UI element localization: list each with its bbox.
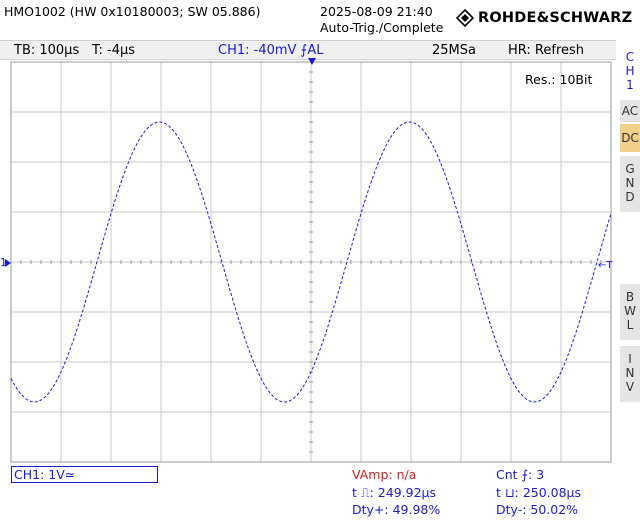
trigger-position[interactable]: T: -4µs xyxy=(92,43,136,58)
status-bar: TB: 100µs T: -4µs CH1: -40mV ⨍AL 25MSa H… xyxy=(0,40,616,60)
timebase-setting[interactable]: TB: 100µs xyxy=(14,43,80,58)
duty-neg-measurement: Dty-: 50.02% xyxy=(496,502,579,517)
trigger-position-marker-icon[interactable] xyxy=(308,58,316,65)
channel-trigger-setting[interactable]: CH1: -40mV ⨍AL xyxy=(218,43,324,58)
brand-name: ROHDE&SCHWARZ xyxy=(478,10,633,26)
ch1-ground-marker[interactable]: 1 xyxy=(0,256,7,269)
ch1-vertical-setting[interactable]: CH1: 1V≃ xyxy=(11,466,158,483)
vamp-measurement: VAmp: n/a xyxy=(352,467,417,482)
trigger-status: Auto-Trig./Complete xyxy=(320,20,444,35)
instrument-model: HMO1002 (HW 0x10180003; SW 05.886) xyxy=(4,4,261,19)
ch1-trace xyxy=(10,121,612,403)
dc-coupling-button[interactable]: DC xyxy=(620,124,640,152)
duty-pos-measurement: Dty+: 49.98% xyxy=(352,502,441,517)
t-neg-measurement: t ⊔: 250.08µs xyxy=(496,485,582,500)
count-measurement: Cnt ⨍: 3 xyxy=(496,467,545,482)
t-pos-measurement: t ⎍: 249.92µs xyxy=(352,485,437,500)
ac-coupling-button[interactable]: AC xyxy=(620,100,640,122)
rohde-schwarz-diamond-icon xyxy=(456,9,474,27)
graticule xyxy=(10,61,612,463)
resolution-label: Res.: 10Bit xyxy=(525,72,592,87)
acquisition-mode[interactable]: HR: Refresh xyxy=(508,43,585,58)
sample-rate: 25MSa xyxy=(432,43,476,58)
trigger-level-marker[interactable]: ←T xyxy=(598,260,613,271)
ch1-ground-arrow-icon[interactable] xyxy=(5,259,11,267)
date-time: 2025-08-09 21:40 xyxy=(320,4,433,19)
brand-logo: ROHDE&SCHWARZ xyxy=(456,9,632,27)
